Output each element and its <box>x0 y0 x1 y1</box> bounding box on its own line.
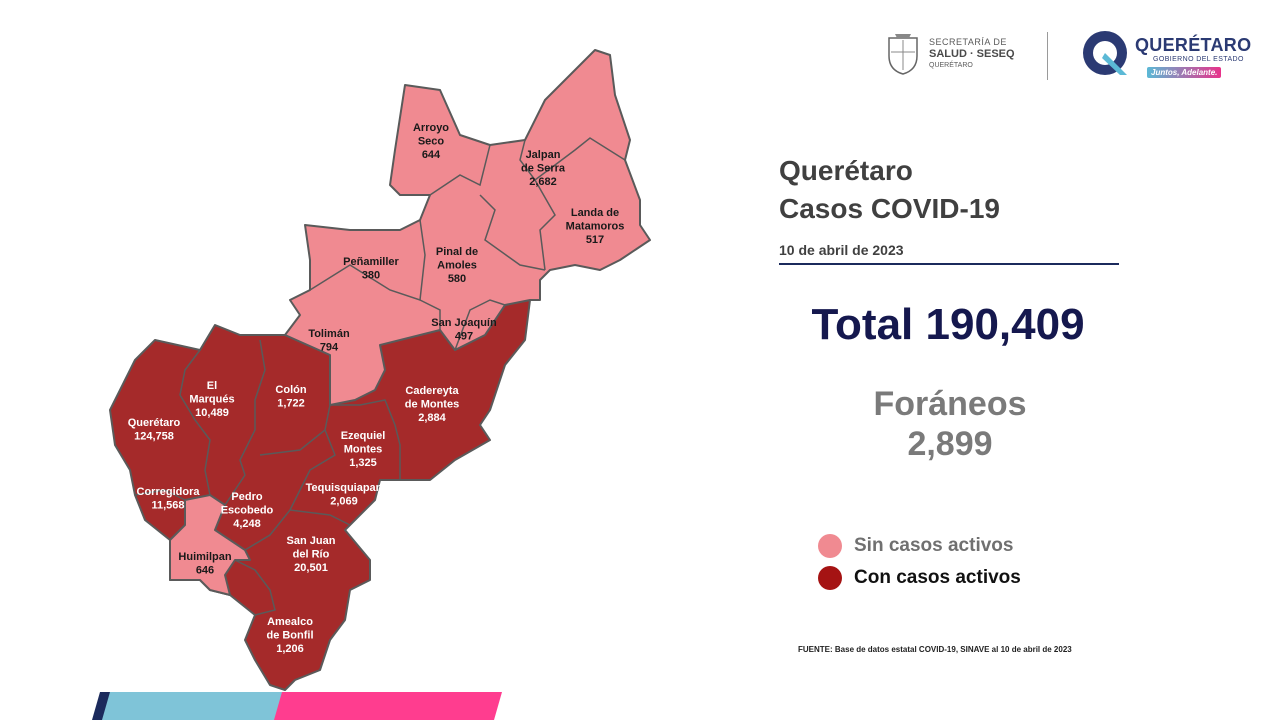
foraneos-block: Foráneos 2,899 <box>780 384 1120 464</box>
municipality-label: Tolimán 794 <box>308 328 350 354</box>
municipality-label: Pedro Escobedo 4,248 <box>221 491 274 530</box>
legend-item-active: Con casos activos <box>818 562 1021 594</box>
municipality-label: Colón 1,722 <box>275 384 306 410</box>
municipality-label: Huimilpan 646 <box>178 551 231 577</box>
municipality-label: Cadereyta de Montes 2,884 <box>405 385 460 424</box>
gov-tagline: Juntos, Adelante. <box>1147 67 1222 78</box>
total-cases: Total 190,409 <box>811 300 1085 349</box>
foraneos-label: Foráneos <box>873 385 1027 423</box>
municipality-label: Corregidora 11,568 <box>137 486 201 512</box>
coat-of-arms-icon <box>888 34 918 75</box>
report-date: 10 de abril de 2023 <box>779 242 904 258</box>
map-legend: Sin casos activos Con casos activos <box>818 530 1021 594</box>
legend-item-no-active: Sin casos activos <box>818 530 1021 562</box>
municipality-label: Pinal de Amoles 580 <box>436 246 478 285</box>
legend-swatch-active <box>818 566 842 590</box>
seseq-line3: QUERÉTARO <box>929 62 973 69</box>
municipality-label: Tequisquiapan 2,069 <box>306 482 383 508</box>
municipality-label: Jalpan de Serra 2,682 <box>521 149 566 188</box>
seseq-logo: SECRETARÍA DE SALUD · SESEQ QUERÉTARO <box>885 32 1015 76</box>
municipality-label: Peñamiller 380 <box>343 256 399 282</box>
decorative-bottom-bar <box>92 692 502 720</box>
source-note: FUENTE: Base de datos estatal COVID-19, … <box>798 645 1072 654</box>
municipality-label: Amealco de Bonfil 1,206 <box>266 616 313 655</box>
municipality-label: San Joaquín 497 <box>431 317 497 343</box>
legend-label-active: Con casos activos <box>854 567 1021 588</box>
date-divider <box>779 263 1119 265</box>
municipality-label: Arroyo Seco 644 <box>413 122 449 161</box>
queretaro-gov-logo <box>1080 28 1130 83</box>
logo-divider <box>1047 32 1048 80</box>
title-line2: Casos COVID-19 <box>779 193 1000 224</box>
page-title: Querétaro Casos COVID-19 <box>779 152 1000 228</box>
municipality-label: Landa de Matamoros 517 <box>566 207 625 246</box>
legend-swatch-no-active <box>818 534 842 558</box>
gov-title: QUERÉTARO <box>1135 35 1252 55</box>
region-inactive-north <box>284 49 651 406</box>
foraneos-value: 2,899 <box>907 425 993 463</box>
region-huimilpan <box>169 494 251 596</box>
municipality-label: Ezequiel Montes 1,325 <box>341 430 386 469</box>
gov-subtitle: GOBIERNO DEL ESTADO <box>1153 56 1244 63</box>
municipality-label: El Marqués 10,489 <box>189 380 234 419</box>
title-line1: Querétaro <box>779 155 913 186</box>
q-logo-icon <box>1083 31 1127 75</box>
seseq-line1: SECRETARÍA DE <box>929 37 1007 47</box>
municipality-label: San Juan del Río 20,501 <box>287 535 336 574</box>
municipality-label: Querétaro 124,758 <box>128 417 181 443</box>
seseq-line2: SALUD · SESEQ <box>929 48 1015 60</box>
legend-label-no-active: Sin casos activos <box>854 535 1014 556</box>
header-logos: SECRETARÍA DE SALUD · SESEQ QUERÉTARO QU… <box>885 28 1255 88</box>
